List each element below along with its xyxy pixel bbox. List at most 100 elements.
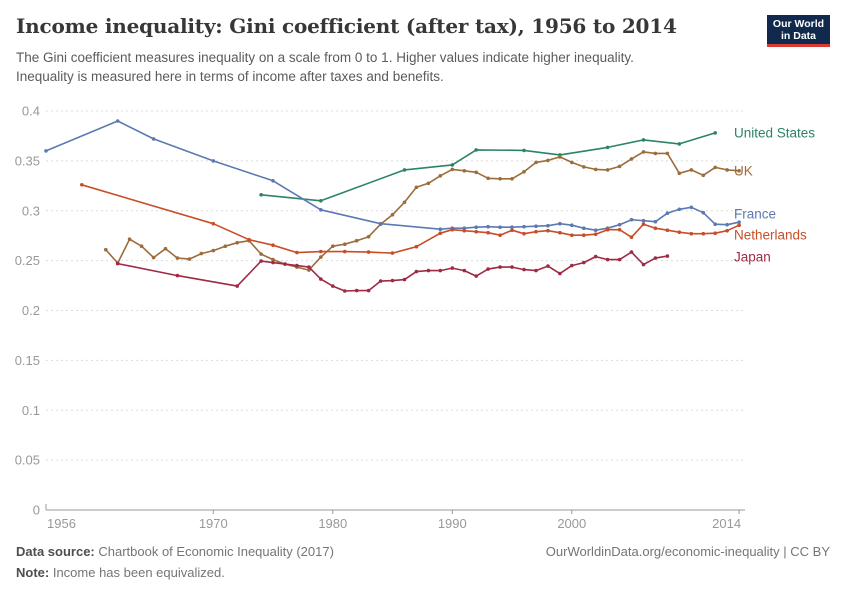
series-marker-japan-1993 bbox=[486, 267, 490, 271]
y-tick-label-0.1: 0.1 bbox=[22, 403, 40, 418]
footer-link[interactable]: OurWorldinData.org/economic-inequality |… bbox=[545, 544, 830, 559]
series-marker-france-1998 bbox=[546, 223, 550, 228]
series-uk: UK bbox=[104, 150, 753, 272]
datasource-line: Data source: Chartbook of Economic Inequ… bbox=[16, 544, 334, 559]
series-marker-japan-1987 bbox=[414, 269, 419, 274]
series-label-japan: Japan bbox=[734, 250, 771, 265]
series-marker-france-1991 bbox=[462, 226, 467, 230]
series-marker-uk-1983 bbox=[366, 234, 371, 239]
series-marker-uk-1991 bbox=[462, 169, 467, 173]
series-marker-uk-1986 bbox=[402, 200, 407, 205]
series-marker-france-1965 bbox=[151, 137, 156, 141]
series-marker-france-2009 bbox=[677, 207, 682, 212]
series-marker-uk-1965 bbox=[151, 255, 156, 260]
series-marker-japan-1967 bbox=[175, 273, 180, 278]
series-marker-uk-2007 bbox=[653, 151, 658, 156]
series-line-uk bbox=[105, 151, 740, 271]
series-marker-netherlands-1991 bbox=[462, 228, 467, 233]
series-marker-united-states-1990 bbox=[450, 163, 455, 167]
series-marker-united-states-2009 bbox=[677, 142, 682, 146]
series-label-united-states: United States bbox=[734, 125, 815, 140]
owid-logo-text: Our World in Data bbox=[772, 17, 825, 42]
datasource-label: Data source: bbox=[16, 544, 95, 559]
series-marker-france-2007 bbox=[653, 219, 658, 224]
series-marker-france-1989 bbox=[438, 227, 443, 231]
series-marker-japan-1978 bbox=[307, 265, 311, 269]
series-united-states: United States bbox=[259, 125, 815, 203]
series-marker-netherlands-1959 bbox=[80, 183, 84, 187]
series-marker-netherlands-1990 bbox=[450, 227, 455, 232]
series-marker-france-1975 bbox=[271, 179, 275, 183]
series-marker-france-2004 bbox=[617, 222, 622, 227]
series-marker-netherlands-2001 bbox=[582, 233, 586, 237]
y-tick-label-0.25: 0.25 bbox=[15, 253, 40, 268]
series-marker-japan-2007 bbox=[653, 256, 658, 260]
series-marker-uk-2001 bbox=[582, 165, 586, 169]
series-marker-uk-1981 bbox=[343, 242, 347, 246]
series-marker-uk-2008 bbox=[665, 151, 670, 156]
series-marker-uk-1993 bbox=[486, 176, 490, 181]
series-marker-uk-1987 bbox=[414, 185, 419, 190]
chart-subtitle-line2: Inequality is measured here in terms of … bbox=[16, 68, 444, 84]
series-marker-france-1970 bbox=[211, 159, 216, 163]
series-marker-uk-2005 bbox=[629, 157, 634, 161]
series-marker-france-2012 bbox=[713, 222, 717, 226]
series-marker-netherlands-1995 bbox=[510, 228, 514, 232]
series-marker-france-2000 bbox=[570, 223, 574, 227]
series-marker-japan-2008 bbox=[665, 254, 670, 258]
series-marker-france-2013 bbox=[725, 222, 729, 227]
series-marker-france-1962 bbox=[115, 119, 120, 123]
series-marker-uk-1978 bbox=[307, 268, 311, 272]
series-marker-japan-1974 bbox=[259, 259, 263, 263]
series-marker-uk-1964 bbox=[139, 244, 144, 248]
series-marker-japan-2004 bbox=[617, 257, 622, 262]
series-marker-united-states-2006 bbox=[641, 138, 646, 142]
series-marker-uk-1999 bbox=[558, 155, 562, 159]
series-marker-japan-1972 bbox=[235, 284, 239, 288]
series-marker-netherlands-1977 bbox=[295, 250, 299, 255]
series-marker-japan-1962 bbox=[115, 261, 120, 266]
series-marker-france-2002 bbox=[593, 228, 598, 232]
series-marker-netherlands-2006 bbox=[641, 222, 646, 226]
series-marker-france-1996 bbox=[522, 224, 526, 229]
series-marker-uk-1995 bbox=[510, 177, 514, 181]
series-marker-japan-1980 bbox=[331, 284, 335, 288]
x-tick-label-1956: 1956 bbox=[47, 516, 76, 531]
series-marker-netherlands-1994 bbox=[498, 233, 502, 237]
series-marker-japan-1990 bbox=[450, 266, 455, 270]
y-tick-label-0: 0 bbox=[33, 503, 40, 518]
series-marker-uk-1979 bbox=[319, 255, 323, 259]
series-marker-united-states-2003 bbox=[605, 145, 610, 150]
series-marker-japan-1991 bbox=[462, 268, 467, 273]
series-marker-uk-2002 bbox=[593, 167, 598, 172]
series-marker-netherlands-2007 bbox=[653, 226, 658, 230]
series-marker-united-states-1992 bbox=[474, 148, 479, 152]
series-marker-japan-1975 bbox=[271, 260, 275, 265]
series-marker-japan-2000 bbox=[570, 263, 574, 268]
series-marker-netherlands-1989 bbox=[438, 231, 443, 235]
series-marker-uk-1998 bbox=[546, 158, 550, 163]
series-label-uk: UK bbox=[734, 163, 753, 178]
series-marker-netherlands-1992 bbox=[474, 229, 479, 234]
series-marker-uk-1994 bbox=[498, 177, 502, 181]
note-label: Note: bbox=[16, 565, 50, 580]
series-marker-france-2005 bbox=[629, 217, 634, 222]
series-marker-uk-2006 bbox=[641, 150, 646, 154]
y-tick-label-0.2: 0.2 bbox=[22, 303, 40, 318]
series-marker-france-2011 bbox=[701, 210, 706, 215]
series-marker-japan-1996 bbox=[522, 267, 526, 272]
series-marker-uk-1974 bbox=[259, 252, 263, 256]
y-tick-label-0.15: 0.15 bbox=[15, 353, 40, 368]
series-label-netherlands: Netherlands bbox=[734, 228, 807, 243]
series-marker-japan-1997 bbox=[534, 268, 538, 273]
series-marker-france-2001 bbox=[582, 226, 586, 230]
series-marker-netherlands-2012 bbox=[713, 231, 717, 235]
series-marker-netherlands-1997 bbox=[534, 229, 538, 234]
page-title: Income inequality: Gini coefficient (aft… bbox=[16, 14, 677, 38]
series-marker-japan-1981 bbox=[343, 289, 347, 293]
series-marker-uk-1971 bbox=[223, 244, 228, 248]
series-marker-uk-1970 bbox=[211, 248, 216, 253]
